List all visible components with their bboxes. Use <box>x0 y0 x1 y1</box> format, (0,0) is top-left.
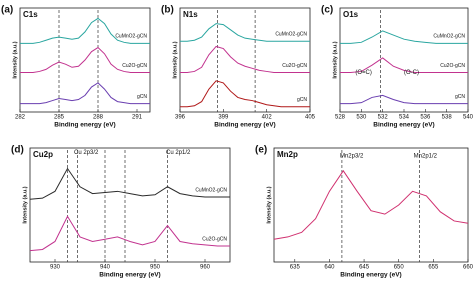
spectrum-line <box>20 46 150 73</box>
x-axis-label: Binding energy (eV) <box>54 122 115 129</box>
x-tick-label: 635 <box>290 265 301 271</box>
spectrum-line <box>340 94 468 105</box>
plot-frame <box>339 7 469 113</box>
annotation: (O=C) <box>355 70 372 76</box>
annotation: Mn2p3/2 <box>340 154 364 160</box>
x-axis-label: Binding energy (eV) <box>99 272 160 279</box>
x-tick-label: 528 <box>335 115 346 121</box>
series-label: CuMnO2-gCN <box>433 34 465 40</box>
x-tick-label: 288 <box>93 115 104 121</box>
panel-title: N1s <box>183 10 198 19</box>
x-tick-label: 405 <box>305 115 316 121</box>
plot-frame <box>273 147 469 263</box>
annotation: Cu 2p3/2 <box>74 150 99 156</box>
panel-label: (a) <box>1 5 13 16</box>
x-tick-label: 291 <box>132 115 143 121</box>
spectrum-line <box>273 169 469 240</box>
x-tick-label: 399 <box>218 115 229 121</box>
spectrum-line <box>20 82 150 105</box>
plot-frame <box>29 147 231 263</box>
y-axis-label: Intensity (a.u.) <box>172 41 178 78</box>
x-tick-label: 960 <box>200 265 211 271</box>
spectrum-line <box>180 23 310 42</box>
annotation: (O-C) <box>404 70 419 76</box>
spectrum-line <box>20 17 150 44</box>
x-tick-label: 396 <box>175 115 186 121</box>
x-tick-label: 530 <box>356 115 367 121</box>
x-tick-label: 650 <box>394 265 405 271</box>
x-tick-label: 402 <box>262 115 273 121</box>
panel-title: Cu2p <box>33 150 53 159</box>
x-tick-label: 660 <box>463 265 474 271</box>
series-label: Cu2O-gCN <box>202 236 227 242</box>
spectrum-line <box>340 30 468 44</box>
y-axis-label: Intensity (a.u.) <box>266 186 272 223</box>
series-label: CuMnO2-gCN <box>115 34 147 40</box>
x-axis-label: Binding energy (eV) <box>373 122 434 129</box>
annotation: Mn2p1/2 <box>414 154 438 160</box>
series-label: Cu2O-gCN <box>282 63 307 69</box>
panel-label: (d) <box>11 145 24 156</box>
x-tick-label: 540 <box>463 115 474 121</box>
plot-frame <box>179 7 311 113</box>
x-tick-label: 655 <box>428 265 439 271</box>
plot-frame <box>19 7 151 113</box>
x-tick-label: 282 <box>15 115 26 121</box>
panel-label: (b) <box>161 5 174 16</box>
spectrum-line <box>29 167 230 200</box>
series-label: Cu2O-gCN <box>122 63 147 69</box>
x-tick-label: 285 <box>54 115 65 121</box>
annotation: Cu 2p1/2 <box>166 150 191 156</box>
x-tick-label: 536 <box>420 115 431 121</box>
panel-title: Mn2p <box>277 150 298 159</box>
x-tick-label: 532 <box>378 115 389 121</box>
x-axis-label: Binding energy (eV) <box>340 272 401 279</box>
x-tick-label: 640 <box>324 265 335 271</box>
series-label: Cu2O-gCN <box>440 63 465 69</box>
y-axis-label: Intensity (a.u.) <box>332 41 338 78</box>
spectrum-line <box>180 80 310 108</box>
x-axis-label: Binding energy (eV) <box>214 122 275 129</box>
series-label: CuMnO2-gCN <box>195 187 227 193</box>
x-tick-label: 538 <box>442 115 453 121</box>
x-tick-label: 930 <box>50 265 61 271</box>
series-label: gCN <box>455 94 465 100</box>
series-label: gCN <box>297 97 307 103</box>
spectrum-line <box>180 45 310 73</box>
panel-title: C1s <box>23 10 38 19</box>
series-label: gCN <box>137 94 147 100</box>
spectrum-line <box>29 215 230 252</box>
panel-label: (e) <box>255 145 267 156</box>
x-tick-label: 950 <box>150 265 161 271</box>
panel-label: (c) <box>321 5 333 16</box>
x-tick-label: 940 <box>100 265 111 271</box>
x-tick-label: 645 <box>359 265 370 271</box>
series-label: CuMnO2-gCN <box>275 32 307 38</box>
panel-title: O1s <box>343 10 359 19</box>
y-axis-label: Intensity (a.u.) <box>12 41 18 78</box>
x-tick-label: 534 <box>399 115 410 121</box>
y-axis-label: Intensity (a.u.) <box>22 186 28 223</box>
spectrum-line <box>340 57 468 73</box>
